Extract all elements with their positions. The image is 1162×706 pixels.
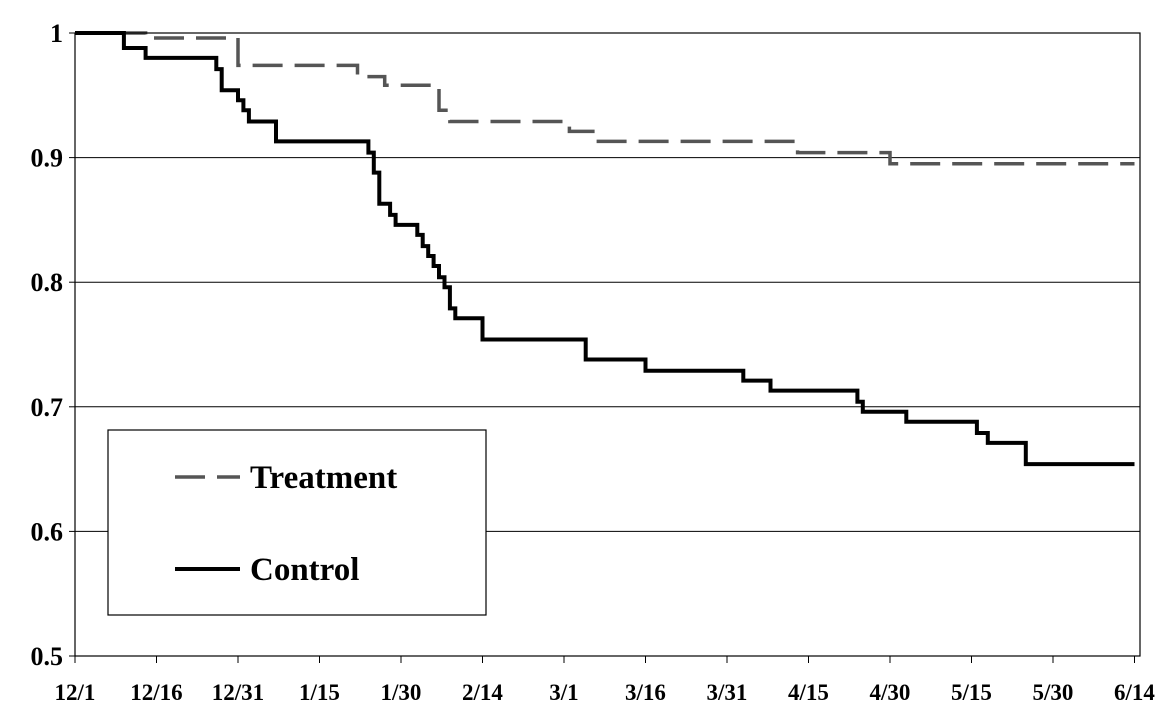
legend-label-treatment: Treatment <box>250 460 397 496</box>
series-lines <box>75 31 1135 467</box>
x-tick-label: 4/15 <box>788 680 829 705</box>
x-tick-label: 6/14 <box>1114 680 1155 705</box>
x-tick-label: 1/15 <box>299 680 340 705</box>
y-tick-labels: 0.5 0.6 0.7 0.8 0.9 1 <box>31 19 64 671</box>
x-tick-label: 5/30 <box>1033 680 1074 705</box>
x-tick-labels: 12/1 12/16 12/31 1/15 1/30 2/14 3/1 3/16 3/31 4/1… <box>55 680 1156 705</box>
x-tick-label: 4/30 <box>870 680 911 705</box>
x-tick-label: 3/31 <box>707 680 748 705</box>
axes <box>69 32 1141 663</box>
x-tick-label: 12/16 <box>130 680 182 705</box>
x-tick-label: 12/1 <box>55 680 96 705</box>
x-tick-label: 3/16 <box>625 680 666 705</box>
y-tick-label: 0.9 <box>31 144 64 173</box>
series-line-control <box>75 31 1135 467</box>
legend-label-control: Control <box>250 552 359 588</box>
x-tick-label: 3/1 <box>549 680 578 705</box>
legend: Treatment Control <box>107 429 487 616</box>
x-tick-label: 1/30 <box>381 680 422 705</box>
y-tick-label: 1 <box>50 19 63 48</box>
series-line-treatment <box>75 31 1135 166</box>
legend-box <box>107 429 487 616</box>
x-tick-label: 5/15 <box>951 680 992 705</box>
y-tick-label: 0.6 <box>31 517 64 546</box>
x-tick-label: 2/14 <box>462 680 503 705</box>
y-tick-label: 0.5 <box>31 642 64 671</box>
plot-frame <box>74 32 1141 657</box>
y-tick-label: 0.8 <box>31 268 64 297</box>
y-tick-label: 0.7 <box>31 393 64 422</box>
x-tick-label: 12/31 <box>212 680 264 705</box>
